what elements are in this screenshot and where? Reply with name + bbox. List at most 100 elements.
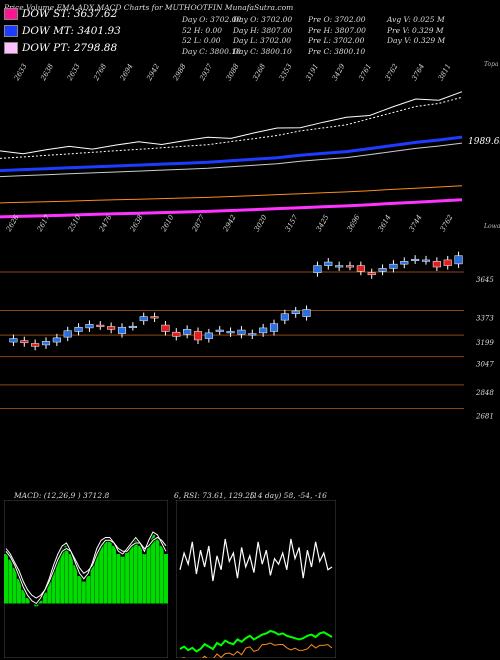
legend-item: DOW ST: 3637.62	[4, 6, 117, 22]
legend-item: DOW PT: 2798.88	[4, 40, 117, 56]
macd-hist-bar	[112, 545, 117, 604]
macd-hist-bar	[103, 540, 108, 604]
macd-hist-bar	[60, 548, 65, 604]
macd-hist-bar	[86, 576, 91, 604]
stat-line: Pre O: 3702.00	[308, 15, 366, 24]
support-label: 3199	[476, 339, 494, 347]
candle-body	[367, 272, 376, 276]
top-tick-label: 3811	[437, 63, 453, 82]
macd-hist-bar	[155, 537, 160, 604]
candle-body	[139, 316, 148, 322]
candle-body	[9, 338, 18, 343]
macd-hist-bar	[116, 554, 121, 604]
legend-swatch	[4, 42, 18, 54]
macd-hist-bar	[159, 545, 164, 604]
candle-body	[85, 324, 94, 329]
ema-pt-line	[0, 198, 463, 219]
chart-title: Price,Volume,EMA,ADX,MACD Charts for MUT…	[4, 3, 294, 12]
candle-body	[389, 263, 398, 269]
macd-hist-bar	[151, 534, 156, 604]
stats-col-4: Avg V: 0.025 M Pre V: 0.329 M Day V: 0.329…	[387, 15, 445, 47]
stat-line: Day C: 3800.10	[233, 46, 292, 56]
candle-body	[215, 329, 224, 332]
candle-body	[454, 255, 463, 265]
legend-item: DOW MT: 3401.93	[4, 23, 121, 39]
top-tick-label: 2937	[198, 62, 215, 83]
rsi-header: 6, RSI: 73.61, 129.25	[174, 491, 255, 500]
legend-label: DOW ST: 3637.62	[22, 8, 118, 20]
macd-hist-bar	[146, 543, 151, 604]
mfi-secondary-line	[181, 642, 333, 658]
macd-hist-bar	[68, 554, 73, 604]
candle-body	[432, 261, 441, 268]
candle-body	[248, 333, 257, 336]
macd-header: MACD: (12,26,9 ) 3712.8	[14, 491, 110, 500]
top-tick-label: 3764	[410, 63, 426, 82]
macd-hist-bar	[47, 581, 52, 604]
macd-hist-bar	[164, 554, 168, 604]
candle-body	[117, 326, 127, 334]
support-label: 2681	[475, 413, 494, 421]
macd-hist-bar	[42, 592, 47, 604]
stat-line: Avg V: 0.025 M	[387, 15, 445, 24]
macd-hist-bar	[81, 581, 86, 604]
stat-line: Pre H: 3807.00	[308, 25, 366, 35]
rsi-line	[179, 538, 333, 582]
candle-body	[291, 310, 300, 314]
macd-hist-bar	[129, 545, 134, 604]
rsi-mfi-chart	[176, 500, 336, 658]
macd-line	[5, 531, 167, 605]
stat-line: Day C: 3800.10	[182, 46, 241, 56]
candle-body	[96, 324, 105, 327]
macd-hist-bar	[138, 545, 143, 604]
price-chart: Lowa 3645 3373 3199 3047 2848 2681	[0, 223, 500, 421]
stats-col-2: Day O: 3702.00 Day H: 3807.00 Day L: 3702.…	[233, 15, 293, 57]
candle-body	[226, 331, 235, 334]
candle-body	[193, 331, 203, 341]
candle-body	[172, 331, 181, 337]
legend-label: DOW MT: 3401.93	[22, 25, 121, 37]
macd-hist-bar	[4, 554, 8, 604]
price-line	[0, 91, 463, 155]
candle-body	[421, 259, 431, 262]
stat-line: Day L: 3702.00	[233, 36, 292, 45]
macd-hist-bar	[51, 567, 56, 604]
candle-body	[41, 341, 51, 346]
macd-hist-bar	[120, 556, 125, 604]
candle-body	[400, 261, 409, 265]
macd-hist-bar	[90, 565, 95, 604]
candle-body	[269, 323, 279, 332]
top-tick-label: 3762	[384, 62, 400, 82]
candle-body	[31, 343, 40, 347]
top-tick-label: 2638	[39, 62, 56, 83]
top-tick-label: 3268	[251, 62, 267, 82]
candle-body	[52, 337, 61, 343]
price-top-right-label: Lowa	[483, 223, 500, 230]
mfi-line	[179, 629, 333, 653]
stat-line: 52 H: 0.00	[182, 25, 223, 35]
top-tick-label: 3353	[278, 62, 294, 82]
candle-body	[443, 259, 452, 266]
macd-hist-bar	[64, 545, 69, 604]
candle-body	[356, 265, 365, 272]
macd-hist-bar	[21, 589, 26, 604]
support-label: 3645	[476, 276, 494, 284]
top-tick-label: 3088	[225, 62, 241, 82]
legend-swatch	[4, 25, 18, 37]
macd-hist-bar	[107, 540, 112, 604]
ema-long-line	[0, 185, 463, 204]
stat-line: Pre V: 0.329 M	[387, 25, 444, 35]
candle-body	[302, 309, 311, 317]
macd-hist-bar	[77, 576, 82, 604]
stat-line: Day V: 0.329 M	[387, 36, 446, 45]
mfi-header: (14 day) 58, -54, -16	[250, 491, 327, 500]
ema-st-line	[0, 96, 463, 159]
macd-hist-bar	[73, 565, 78, 604]
top-tick-label: 2988	[171, 62, 188, 83]
stat-line: Day O: 3702.00	[233, 15, 293, 24]
stat-line: Day H: 3807.00	[233, 25, 293, 35]
top-tick-label: 2633	[65, 62, 82, 83]
macd-hist-bar	[142, 554, 147, 604]
macd-hist-bar	[99, 543, 104, 604]
macd-hist-bar	[125, 551, 130, 604]
